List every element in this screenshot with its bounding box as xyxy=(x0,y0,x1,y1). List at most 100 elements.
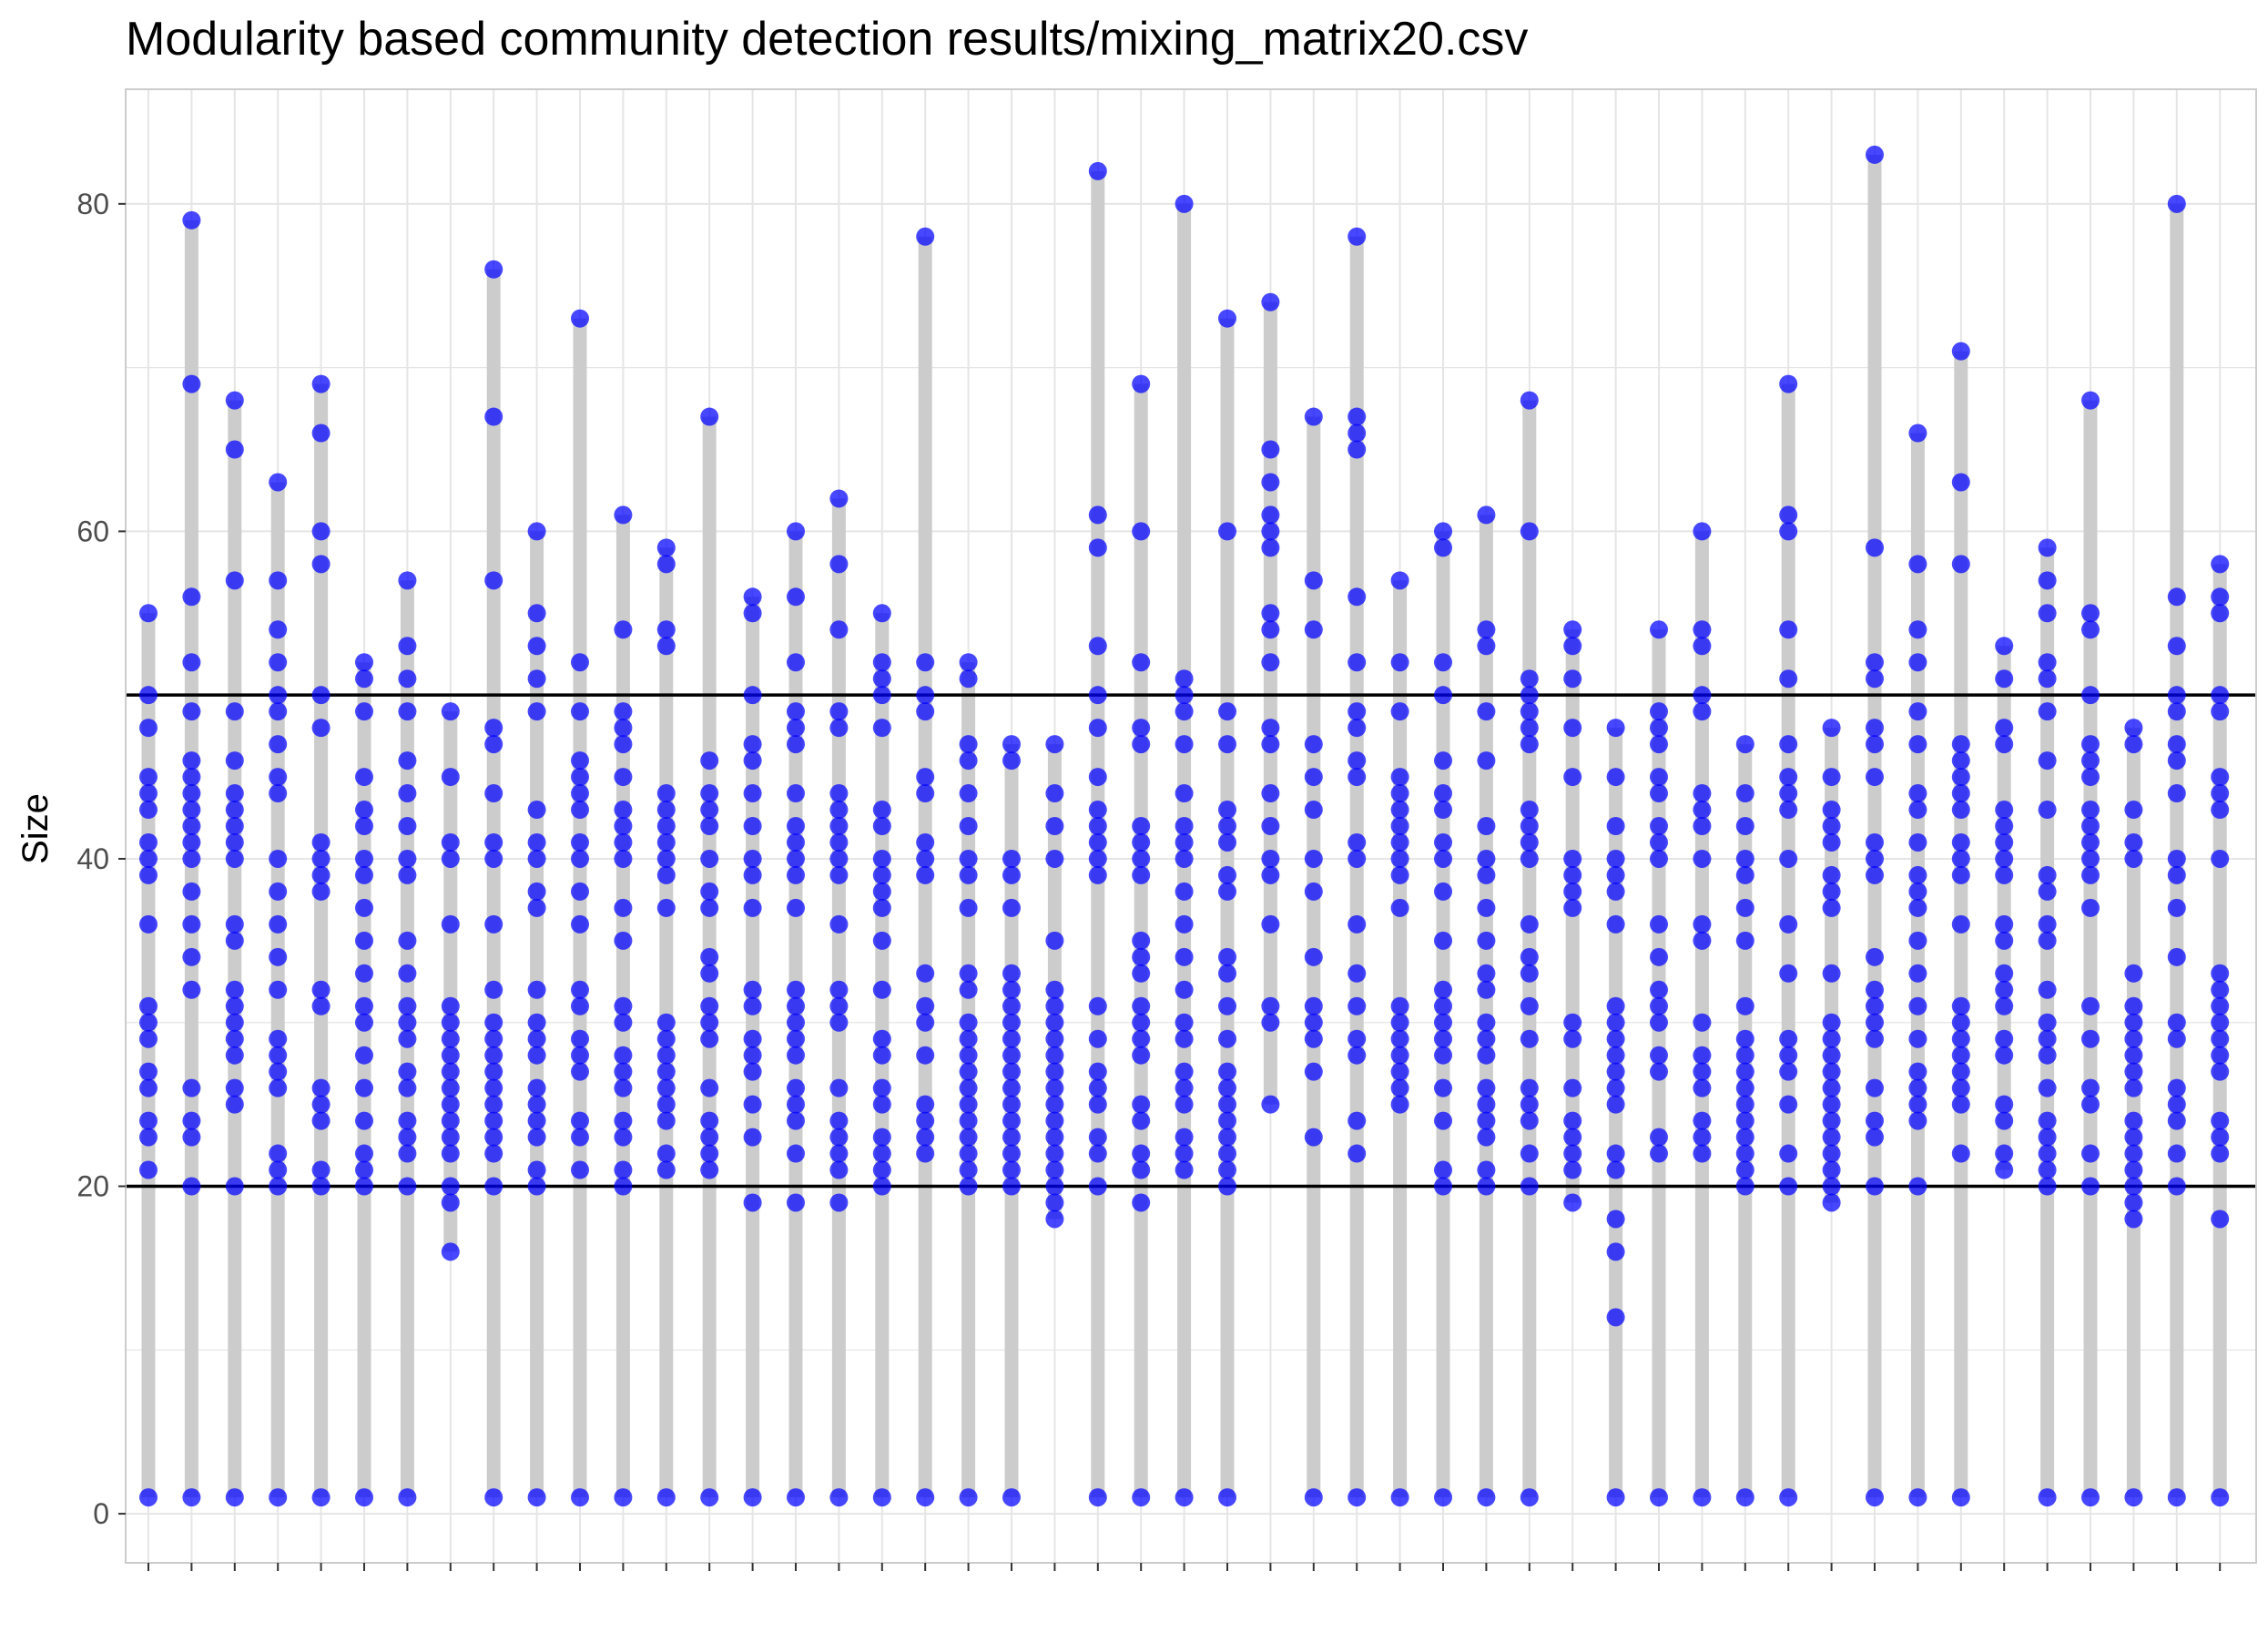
data-point xyxy=(1348,849,1367,868)
data-point xyxy=(1132,1029,1151,1048)
data-point xyxy=(2038,931,2057,950)
data-point xyxy=(1434,931,1452,950)
data-point xyxy=(1908,784,1927,803)
data-point xyxy=(1650,1144,1668,1163)
data-point xyxy=(2167,1095,2186,1114)
data-point xyxy=(1132,1193,1151,1212)
data-point xyxy=(182,653,201,672)
data-point xyxy=(355,898,373,917)
data-point xyxy=(829,996,849,1015)
data-point xyxy=(1908,653,1927,672)
data-point xyxy=(1218,1062,1236,1081)
data-point xyxy=(1132,374,1151,393)
data-point xyxy=(1779,801,1798,820)
data-point xyxy=(743,817,762,835)
data-point xyxy=(1218,832,1236,852)
data-point xyxy=(1563,1160,1582,1179)
data-point xyxy=(700,784,719,803)
data-point xyxy=(2124,1488,2143,1507)
data-point xyxy=(1866,865,1884,884)
data-point xyxy=(1779,735,1798,754)
data-point xyxy=(656,1488,676,1507)
data-point xyxy=(1304,1488,1323,1507)
data-point xyxy=(1822,865,1841,884)
data-point xyxy=(1434,1488,1452,1507)
data-point xyxy=(656,1029,676,1048)
data-point xyxy=(916,1013,935,1032)
data-point xyxy=(1477,1128,1496,1147)
data-point xyxy=(872,980,891,999)
data-point xyxy=(1866,832,1884,852)
data-point xyxy=(1650,702,1668,721)
data-point xyxy=(571,832,589,852)
data-point xyxy=(2081,768,2100,787)
data-point xyxy=(787,735,805,754)
data-point xyxy=(571,702,589,721)
data-point xyxy=(1477,817,1496,835)
data-point xyxy=(916,996,935,1015)
data-point xyxy=(2167,1177,2186,1196)
data-point xyxy=(1477,1078,1496,1097)
data-point xyxy=(829,1488,849,1507)
data-point xyxy=(1606,996,1625,1015)
data-point xyxy=(355,1078,373,1097)
data-point xyxy=(2211,1062,2230,1081)
data-point xyxy=(139,686,158,705)
data-point xyxy=(1088,1062,1107,1081)
data-point xyxy=(527,1095,546,1114)
data-point xyxy=(656,620,676,639)
data-point xyxy=(2124,735,2143,754)
data-point xyxy=(1822,1029,1841,1048)
data-point xyxy=(656,1144,676,1163)
data-point xyxy=(1995,1029,2014,1048)
data-point xyxy=(269,1177,288,1196)
data-point xyxy=(2038,1046,2057,1065)
data-point xyxy=(1261,735,1280,754)
data-point xyxy=(916,1046,935,1065)
data-point xyxy=(2124,801,2143,820)
data-point xyxy=(1779,620,1798,639)
data-point xyxy=(1045,980,1064,999)
data-point xyxy=(614,620,633,639)
data-point xyxy=(1779,784,1798,803)
data-point xyxy=(398,702,417,721)
chart-title: Modularity based community detection res… xyxy=(126,13,1528,66)
data-point xyxy=(484,571,503,590)
data-points xyxy=(139,145,2230,1507)
data-point xyxy=(2038,882,2057,901)
data-point xyxy=(743,898,762,917)
data-point xyxy=(959,1013,978,1032)
data-point xyxy=(1434,832,1452,852)
data-point xyxy=(1477,505,1496,525)
data-point xyxy=(441,1111,460,1130)
data-point xyxy=(829,832,849,852)
data-point xyxy=(139,865,158,884)
data-point xyxy=(1002,1029,1021,1048)
data-point xyxy=(1088,505,1107,525)
data-point xyxy=(1477,865,1496,884)
data-point xyxy=(311,980,331,999)
data-point xyxy=(614,1062,633,1081)
data-point xyxy=(1650,996,1668,1015)
data-point xyxy=(614,1013,633,1032)
data-point xyxy=(2081,391,2100,410)
data-point xyxy=(1045,849,1064,868)
data-point xyxy=(1779,1029,1798,1048)
data-point xyxy=(1002,1488,1021,1507)
data-point xyxy=(1390,571,1409,590)
data-point xyxy=(2124,996,2143,1015)
data-point xyxy=(2038,1013,2057,1032)
data-point xyxy=(1045,735,1064,754)
data-point xyxy=(959,1095,978,1114)
data-point xyxy=(872,669,891,689)
data-point xyxy=(1735,1062,1754,1081)
data-point xyxy=(1606,914,1625,934)
data-point xyxy=(787,980,805,999)
data-point xyxy=(1261,522,1280,541)
data-point xyxy=(829,849,849,868)
data-point xyxy=(829,1144,849,1163)
data-point xyxy=(959,898,978,917)
data-point xyxy=(355,849,373,868)
data-point xyxy=(1822,964,1841,983)
data-point xyxy=(1650,1062,1668,1081)
